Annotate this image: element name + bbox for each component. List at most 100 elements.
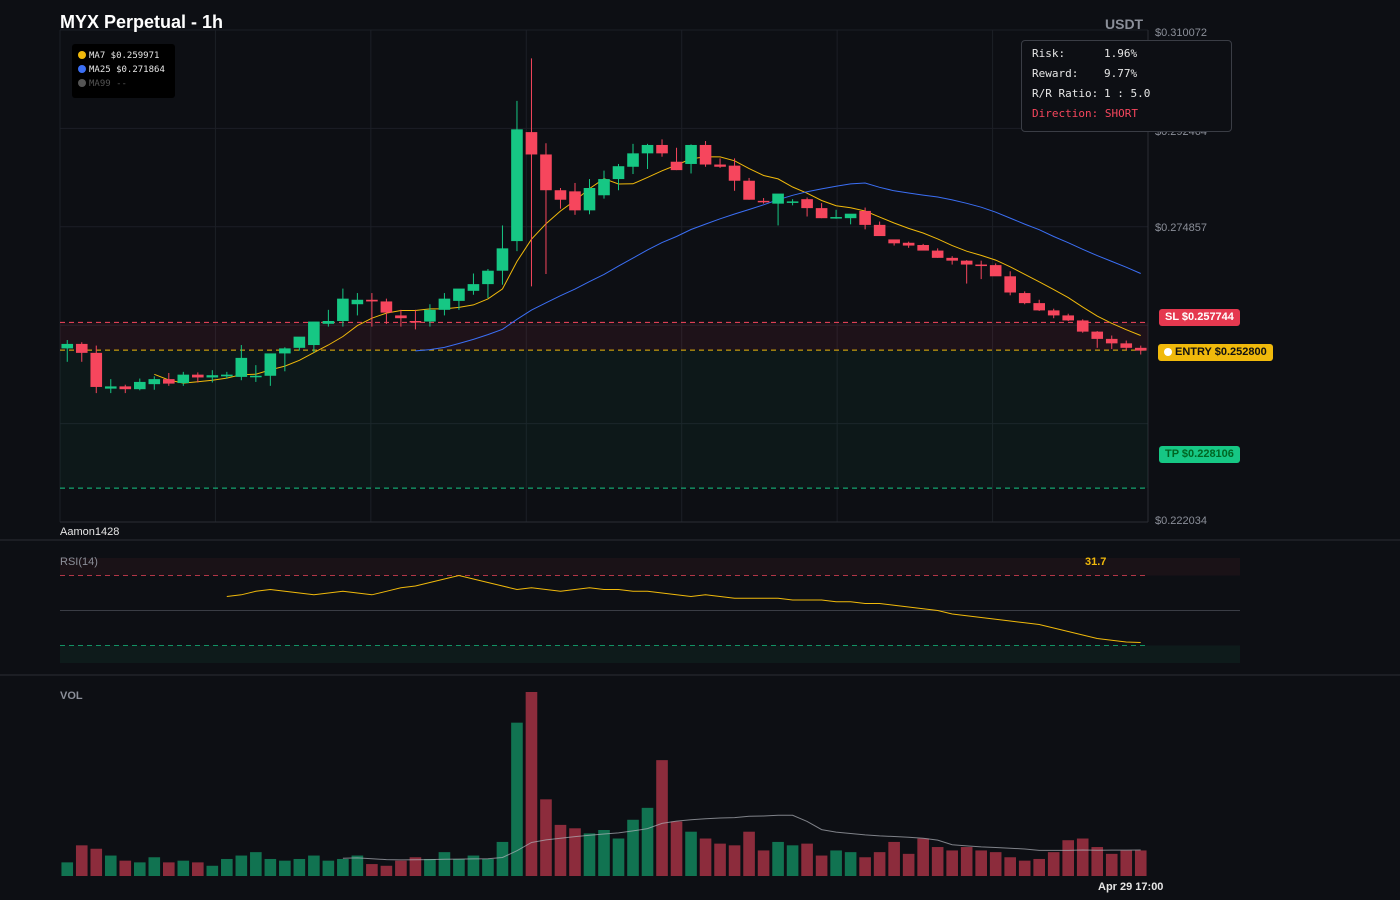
chart-title: MYX Perpetual - 1h	[60, 12, 224, 32]
volume-bar	[104, 855, 117, 876]
candle-body	[351, 299, 364, 305]
volume-bar	[192, 862, 204, 876]
rsi-line	[226, 574, 1141, 643]
volume-bar	[931, 847, 944, 876]
candle-body	[148, 379, 161, 385]
volume-bar	[133, 862, 146, 876]
volume-bar	[438, 852, 451, 876]
candle-body	[75, 343, 88, 353]
ratio-label: R/R Ratio:	[1032, 87, 1099, 100]
candle-body	[786, 201, 799, 203]
candle-body	[540, 154, 552, 191]
volume-bar	[453, 858, 465, 876]
candle-body	[873, 224, 886, 237]
volume-bar	[264, 858, 277, 876]
candle-body	[177, 374, 190, 384]
volume-bar	[380, 865, 393, 876]
candle-body	[293, 336, 306, 348]
candle-body	[960, 260, 973, 265]
volume-bar	[830, 850, 842, 876]
candle-body	[1033, 303, 1046, 311]
volume-bar	[250, 852, 262, 876]
volume-bar	[308, 855, 320, 876]
rsi-overbought-zone	[60, 558, 1240, 576]
volume-bar	[1004, 857, 1016, 876]
volume-bar	[482, 858, 494, 876]
candle-body	[467, 284, 480, 291]
volume-ma-line	[342, 814, 1141, 861]
candle-body	[525, 132, 538, 155]
candle-body	[119, 386, 132, 390]
direction-label: Direction:	[1032, 107, 1099, 120]
candle-body	[438, 298, 451, 310]
candle-body	[1004, 276, 1016, 293]
volume-bar	[917, 838, 929, 876]
volume-bar	[554, 824, 567, 876]
volume-bar	[409, 857, 422, 876]
volume-bar	[844, 852, 857, 876]
volume-bar	[714, 843, 726, 876]
candle-body	[1105, 338, 1118, 344]
candle-body	[844, 213, 857, 219]
volume-bar	[525, 692, 538, 876]
volume-bar	[496, 841, 509, 876]
candle-body	[409, 321, 422, 323]
reward-row: Reward: 9.77%	[1032, 66, 1231, 86]
candle-body	[511, 129, 523, 242]
ma25-dot-icon	[78, 65, 86, 73]
candle-body	[1047, 310, 1060, 316]
volume-bar	[685, 831, 697, 876]
candle-body	[772, 193, 784, 204]
candle-body	[830, 217, 842, 219]
volume-bar	[641, 807, 654, 876]
y-tick-label: $0.274857	[1155, 222, 1207, 234]
volume-bar	[873, 852, 886, 876]
entry-tag: ENTRY $0.252800	[1158, 344, 1273, 361]
volume-bar	[511, 722, 523, 876]
volume-bar	[627, 819, 639, 876]
volume-bar	[162, 862, 175, 876]
volume-bar	[612, 838, 625, 876]
reward-value: 9.77%	[1104, 67, 1138, 80]
candle-body	[801, 199, 813, 209]
candle-body	[699, 144, 712, 165]
volume-bar	[90, 848, 103, 876]
volume-bar	[888, 841, 900, 876]
volume-bar	[279, 860, 291, 876]
candle-body	[235, 357, 248, 377]
risk-value: 1.96%	[1104, 47, 1138, 60]
candle-body	[380, 301, 393, 313]
volume-bar	[975, 850, 987, 876]
volume-bar	[946, 850, 958, 876]
risk-reward-panel: Risk: 1.96% Reward: 9.77% R/R Ratio: 1 : 5.…	[1021, 40, 1232, 132]
candle-body	[424, 309, 436, 322]
volume-bar	[670, 821, 683, 876]
ma-legend: MA7 $0.259971 MA25 $0.271864 MA99 --	[72, 44, 175, 98]
volume-label: VOL	[60, 690, 83, 702]
candle-body	[322, 321, 335, 324]
direction-row: Direction: SHORT	[1032, 106, 1231, 126]
volume-bar	[148, 857, 161, 876]
candle-body	[1120, 343, 1133, 348]
ratio-row: R/R Ratio: 1 : 5.0	[1032, 86, 1231, 106]
volume-bar	[1018, 860, 1031, 876]
volume-bar	[598, 830, 610, 876]
volume-bar	[235, 855, 248, 876]
legend-label: MA99 --	[89, 79, 127, 89]
candle-body	[453, 288, 465, 301]
candle-body	[1018, 293, 1031, 304]
candle-body	[308, 321, 320, 346]
candle-body	[670, 161, 683, 171]
candle-body	[395, 315, 407, 319]
candle-body	[104, 386, 117, 389]
candle-body	[685, 144, 697, 164]
candle-body	[946, 257, 958, 261]
volume-bar	[728, 845, 741, 876]
entry-label: ENTRY $0.252800	[1175, 346, 1267, 358]
candle-body	[554, 190, 567, 200]
volume-bar	[322, 860, 335, 876]
candle-body	[1062, 315, 1075, 321]
volume-bar	[221, 858, 233, 876]
volume-bar	[1105, 853, 1118, 876]
candle-body	[61, 343, 74, 349]
